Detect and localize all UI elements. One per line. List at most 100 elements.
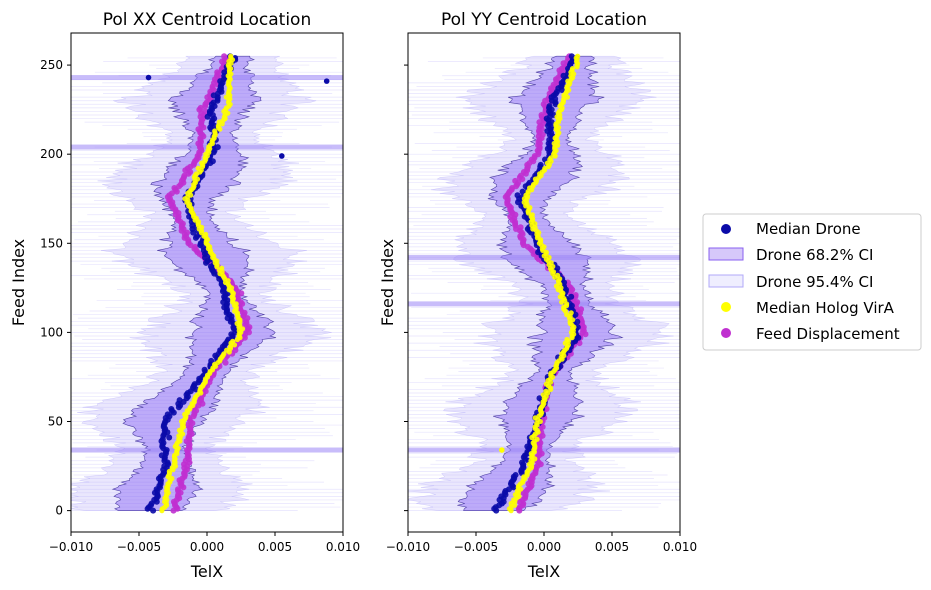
- median-drone-point: [574, 318, 581, 325]
- feed-displacement-point: [197, 104, 204, 111]
- x-tick-label: −0.005: [117, 540, 161, 554]
- median-drone-point: [536, 395, 543, 402]
- feed-displacement-point: [572, 292, 579, 298]
- feed-displacement-point: [517, 224, 524, 231]
- median-drone-point: [150, 507, 157, 514]
- median-holog-point: [534, 436, 540, 442]
- feed-displacement-point: [536, 119, 543, 126]
- feed-displacement-point: [538, 112, 545, 118]
- legend-marker-ci95: [708, 274, 744, 288]
- x-tick-label: 0.000: [190, 540, 224, 554]
- median-holog-point: [575, 53, 581, 59]
- median-holog-point: [569, 66, 576, 72]
- outlier-point: [279, 153, 285, 159]
- median-holog-point: [568, 310, 574, 316]
- median-holog-point: [219, 265, 225, 271]
- legend-label-ci95: Drone 95.4% CI: [756, 273, 873, 291]
- ci68-band: [111, 55, 277, 511]
- median-drone-point: [164, 411, 171, 418]
- data-points: [491, 53, 589, 514]
- legend-label-median-drone: Median Drone: [756, 220, 861, 238]
- feed-displacement-point: [171, 185, 178, 191]
- median-holog-point: [546, 254, 552, 261]
- outlier-point: [323, 78, 330, 84]
- median-holog-point: [212, 128, 218, 134]
- median-holog-point: [221, 351, 227, 357]
- y-tick-label: 150: [40, 236, 63, 250]
- feed-displacement-point: [221, 53, 228, 60]
- median-holog-point: [195, 165, 201, 171]
- panel-pol-yy: −0.010 −0.005 0.000 0.005 0.010 Pol YY Centr…: [378, 10, 697, 581]
- plot-title: Pol XX Centroid Location: [103, 10, 311, 30]
- outlier-point: [499, 447, 505, 453]
- y-tick-label: 50: [48, 415, 63, 429]
- feed-displacement-point: [192, 243, 199, 250]
- median-drone-point: [574, 324, 581, 331]
- median-holog-point: [216, 119, 222, 125]
- legend-label-feed: Feed Displacement: [756, 325, 900, 343]
- legend-marker-ci68: [708, 247, 744, 261]
- panel-pol-xx: −0.010 −0.005 0.000 0.005 0.010 0 50 100 150 200 2…: [9, 10, 360, 581]
- median-holog-point: [543, 388, 549, 394]
- feed-displacement-point: [578, 306, 585, 313]
- legend-label-ci68: Drone 68.2% CI: [756, 246, 873, 264]
- data-points: [144, 53, 330, 514]
- y-tick-label: 200: [40, 147, 63, 161]
- flagged-row: [71, 447, 343, 453]
- plot-title: Pol YY Centroid Location: [441, 10, 647, 30]
- flagged-row: [71, 75, 343, 81]
- legend-marker-median-drone: [721, 224, 731, 234]
- median-holog-point: [203, 231, 209, 237]
- ticks: −0.010 −0.005 0.000 0.005 0.010: [386, 64, 697, 554]
- y-axis-label: Feed Index: [9, 239, 28, 326]
- x-tick-label: 0.005: [258, 540, 292, 554]
- legend-marker-holog: [721, 302, 731, 312]
- legend: Median Drone Drone 68.2% CI Drone 95.4% …: [702, 213, 922, 351]
- median-drone-point: [168, 406, 175, 412]
- legend-marker-feed: [721, 328, 731, 338]
- median-holog-point: [228, 53, 234, 59]
- median-drone-point: [176, 397, 183, 404]
- median-holog-point: [529, 212, 535, 218]
- median-drone-point: [166, 434, 173, 441]
- median-drone-point: [512, 472, 519, 478]
- legend-frame: [702, 213, 922, 351]
- feed-displacement-point: [512, 177, 519, 184]
- median-holog-point: [548, 155, 554, 161]
- ci95-area: [71, 55, 332, 511]
- y-axis-label: Feed Index: [378, 239, 397, 326]
- feed-displacement-point: [202, 108, 209, 115]
- median-drone-point: [214, 144, 221, 151]
- median-drone-point: [568, 53, 575, 60]
- median-holog-point: [527, 205, 533, 211]
- x-tick-label: 0.010: [326, 540, 360, 554]
- flagged-row: [408, 447, 680, 453]
- median-drone-point: [568, 293, 575, 300]
- median-drone-point: [546, 103, 553, 110]
- x-tick-label: 0.005: [595, 540, 629, 554]
- x-axis-label: TelX: [190, 562, 223, 581]
- y-tick-label: 0: [55, 504, 63, 518]
- x-tick-label: 0.010: [663, 540, 697, 554]
- median-drone-point: [514, 192, 521, 199]
- y-tick-label: 250: [40, 58, 63, 72]
- feed-displacement-point: [222, 359, 229, 366]
- x-axis-label: TelX: [527, 562, 560, 581]
- x-tick-label: −0.010: [386, 540, 430, 554]
- median-drone-point: [537, 161, 544, 168]
- median-holog-point: [555, 272, 561, 278]
- x-tick-label: −0.010: [49, 540, 93, 554]
- median-drone-point: [201, 366, 208, 373]
- x-tick-label: 0.000: [527, 540, 561, 554]
- ci68-area: [111, 55, 277, 511]
- median-holog-point: [564, 336, 570, 343]
- median-holog-point: [230, 338, 236, 344]
- ci95-area: [408, 55, 674, 511]
- outlier-point: [145, 74, 152, 81]
- median-drone-point: [519, 188, 526, 195]
- ticks: −0.010 −0.005 0.000 0.005 0.010 0 50 100 150 200 2…: [40, 58, 360, 554]
- median-drone-point: [208, 357, 215, 364]
- median-holog-point: [224, 347, 230, 353]
- x-tick-label: −0.005: [454, 540, 498, 554]
